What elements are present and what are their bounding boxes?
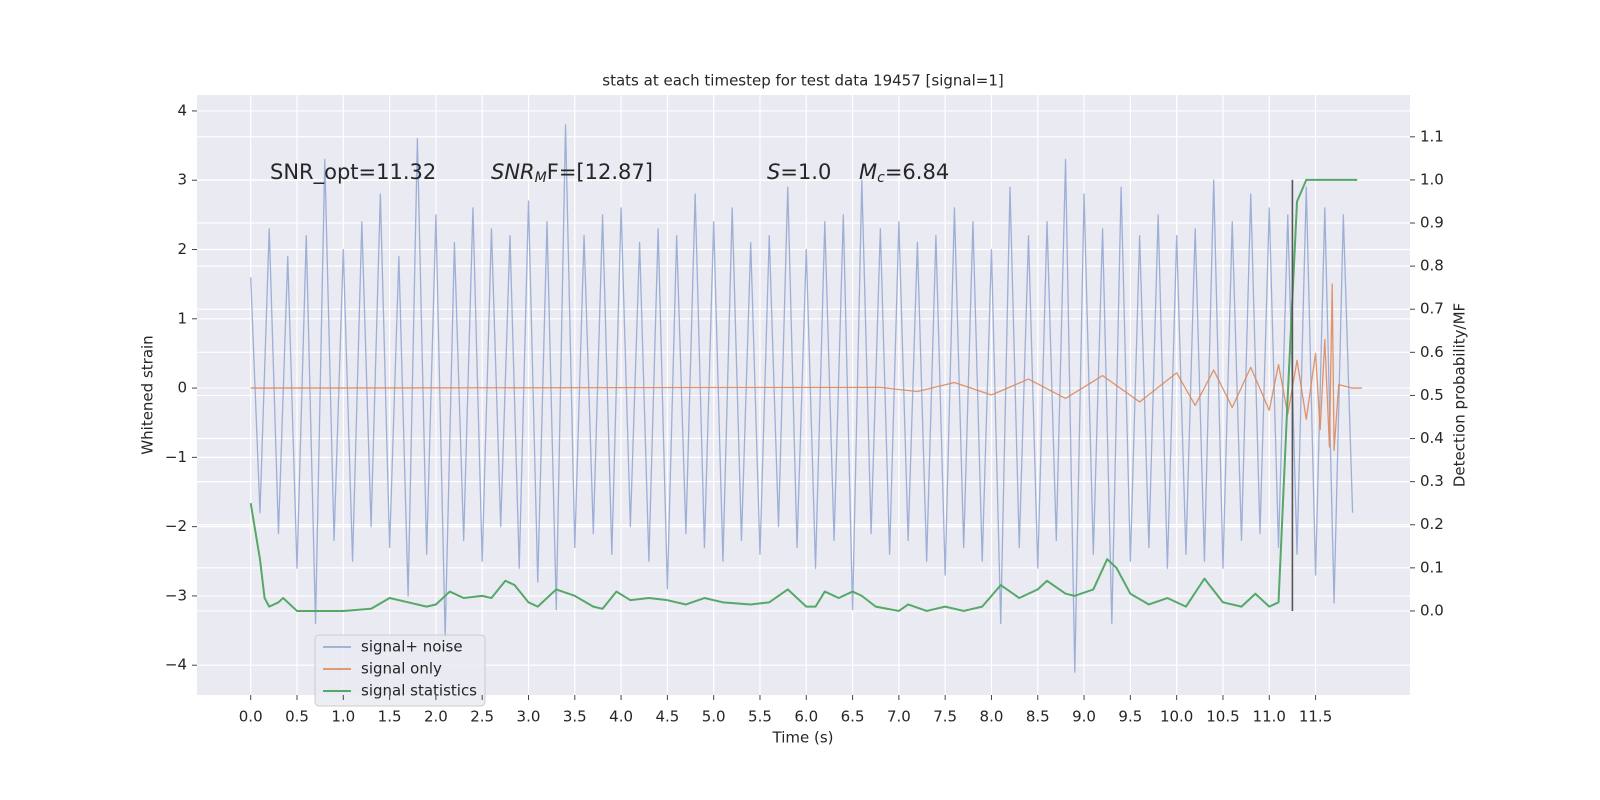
y-tick-label: 1 xyxy=(177,309,187,327)
x-tick-label: 5.5 xyxy=(748,708,772,726)
y-tick-label: −3 xyxy=(165,586,187,604)
x-tick-label: 6.0 xyxy=(794,708,818,726)
x-tick-label: 4.0 xyxy=(609,708,633,726)
y-tick-label: −4 xyxy=(165,656,187,674)
x-tick-label: 9.5 xyxy=(1118,708,1142,726)
x-tick-label: 4.5 xyxy=(655,708,679,726)
annotation-part: F=[12.87] xyxy=(547,160,653,184)
annotation-part: SNR_opt=11.32 xyxy=(270,160,436,185)
legend-label: signal statistics xyxy=(361,682,477,700)
y2-tick-label: 0.4 xyxy=(1420,429,1444,447)
x-tick-label: 6.5 xyxy=(841,708,865,726)
x-tick-label: 0.5 xyxy=(285,708,309,726)
y2-tick-label: 0.8 xyxy=(1420,257,1444,275)
chart-title: stats at each timestep for test data 194… xyxy=(602,72,1003,90)
x-tick-label: 0.0 xyxy=(239,708,263,726)
x-tick-label: 8.5 xyxy=(1026,708,1050,726)
y2-tick-label: 0.5 xyxy=(1420,386,1444,404)
x-tick-label: 11.5 xyxy=(1299,708,1332,726)
x-tick-label: 11.0 xyxy=(1253,708,1286,726)
legend-label: signal+ noise xyxy=(361,638,463,656)
y-axis-label: Whitened strain xyxy=(139,335,157,454)
annotation-part: SNR xyxy=(491,160,535,184)
series-line xyxy=(249,178,1358,612)
annotation: SNRMF=[12.87] xyxy=(491,160,653,186)
y-tick-label: 0 xyxy=(177,379,187,397)
annotation: SNR_opt=11.32 xyxy=(270,160,436,185)
x-tick-label: 10.5 xyxy=(1206,708,1239,726)
x-tick-label: 1.5 xyxy=(378,708,402,726)
annotation-part: =6.84 xyxy=(885,160,949,184)
annotation-part: M xyxy=(535,170,547,186)
annotation-part: S xyxy=(767,160,780,184)
annotation: Mc=6.84 xyxy=(859,160,949,186)
x-tick-label: 2.5 xyxy=(470,708,494,726)
x-tick-label: 2.0 xyxy=(424,708,448,726)
annotation-part: M xyxy=(859,160,877,184)
y-tick-label: −2 xyxy=(165,517,187,535)
y-tick-label: 2 xyxy=(177,240,187,258)
x-tick-label: 1.0 xyxy=(331,708,355,726)
x-tick-label: 9.0 xyxy=(1072,708,1096,726)
x-tick-label: 3.0 xyxy=(517,708,541,726)
x-tick-label: 8.0 xyxy=(980,708,1004,726)
annotation-part: =1.0 xyxy=(780,160,831,184)
series-line xyxy=(250,124,1354,673)
annotation-part: c xyxy=(877,170,885,186)
marks xyxy=(249,124,1362,673)
y2-tick-label: 1.1 xyxy=(1420,127,1444,145)
x-axis-label: Time (s) xyxy=(772,729,834,747)
y2-axis-label: Detection probability/MF xyxy=(1451,303,1469,487)
y-tick-label: 3 xyxy=(177,171,187,189)
y2-tick-label: 0.9 xyxy=(1420,214,1444,232)
x-tick-label: 7.0 xyxy=(887,708,911,726)
y2-tick-label: 0.0 xyxy=(1420,601,1444,619)
annotation: S=1.0 xyxy=(767,160,831,184)
grid xyxy=(197,95,1410,695)
x-tick-label: 10.0 xyxy=(1160,708,1193,726)
y2-tick-label: 0.1 xyxy=(1420,558,1444,576)
y-tick-label: 4 xyxy=(177,101,187,119)
x-tick-label: 5.0 xyxy=(702,708,726,726)
overlay: SNR_opt=11.32 SNRMF=[12.87] S=1.0 Mc=6.84si… xyxy=(270,160,1294,707)
y-tick-label: −1 xyxy=(165,448,187,466)
legend xyxy=(314,634,486,707)
y2-tick-label: 0.7 xyxy=(1420,300,1444,318)
y2-tick-label: 0.2 xyxy=(1420,515,1444,533)
y2-tick-label: 0.6 xyxy=(1420,343,1444,361)
x-tick-label: 3.5 xyxy=(563,708,587,726)
x-tick-label: 7.5 xyxy=(933,708,957,726)
legend-label: signal only xyxy=(361,660,442,678)
series-line xyxy=(250,283,1362,452)
y2-tick-label: 0.3 xyxy=(1420,472,1444,490)
y2-tick-label: 1.0 xyxy=(1420,170,1444,188)
